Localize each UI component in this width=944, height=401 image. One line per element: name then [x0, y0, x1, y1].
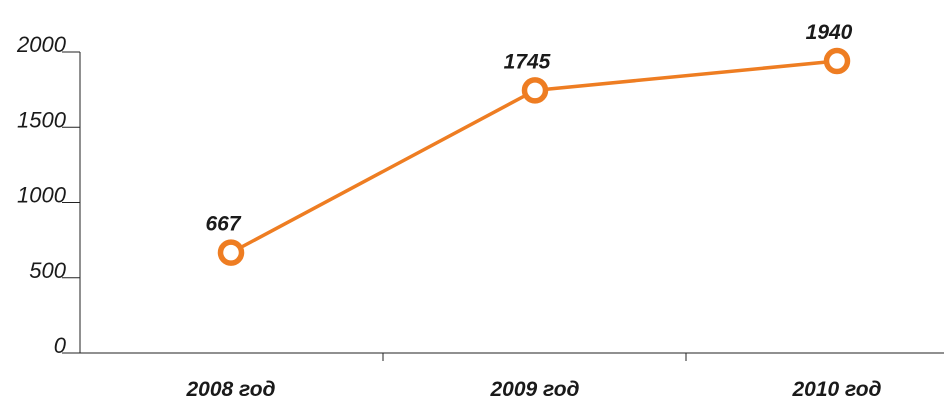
x-category-label: 2010 год: [791, 378, 881, 401]
data-label: 1745: [504, 50, 551, 73]
y-tick-label: 1500: [17, 107, 67, 132]
data-point-marker: [521, 77, 549, 104]
data-label: 667: [205, 213, 241, 236]
x-category-label: 2008 год: [185, 378, 275, 401]
data-label-group: 667 1745 1940: [205, 21, 852, 236]
series-line-group: [217, 47, 851, 266]
data-point-marker: [823, 47, 851, 75]
x-category-label: 2009 год: [489, 378, 579, 401]
data-point-marker: [217, 239, 245, 266]
data-label: 1940: [806, 21, 853, 44]
y-tick-label: 500: [29, 258, 66, 283]
y-axis: 0 500 1000 1500 2000: [16, 32, 81, 358]
x-axis: 2008 год 2009 год 2010 год: [80, 352, 944, 401]
y-tick-label: 0: [54, 333, 67, 358]
y-tick-label: 2000: [16, 32, 67, 57]
y-tick-label: 1000: [17, 183, 67, 208]
